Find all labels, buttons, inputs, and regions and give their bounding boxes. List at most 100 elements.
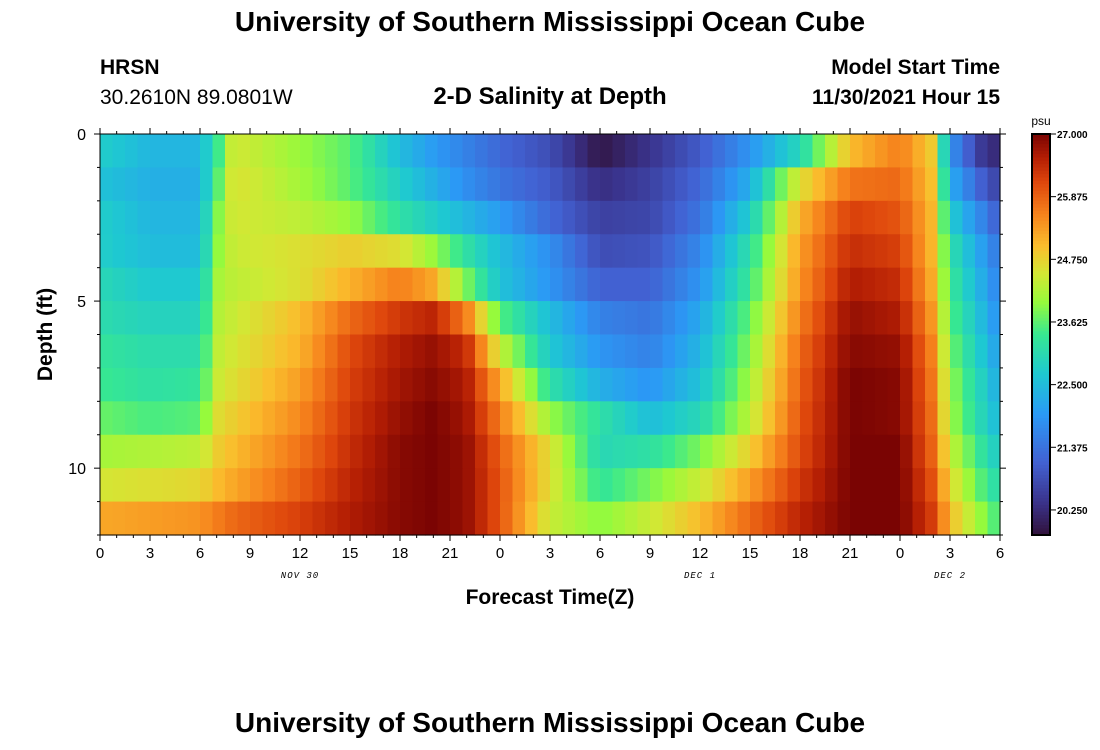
heatmap-cell bbox=[175, 267, 189, 302]
heatmap-cell bbox=[862, 267, 876, 302]
heatmap-cell bbox=[962, 434, 976, 469]
heatmap-cell bbox=[825, 301, 839, 336]
colorbar-band bbox=[1032, 157, 1050, 162]
heatmap-cell bbox=[762, 501, 776, 536]
heatmap-cell bbox=[312, 334, 326, 369]
heatmap-cell bbox=[100, 434, 114, 469]
colorbar-band bbox=[1032, 190, 1050, 195]
heatmap-cell bbox=[425, 134, 439, 169]
heatmap-cell bbox=[900, 200, 914, 235]
heatmap-cell bbox=[400, 267, 414, 302]
heatmap-cell bbox=[137, 267, 151, 302]
heatmap-cell bbox=[900, 234, 914, 269]
heatmap-cell bbox=[587, 501, 601, 536]
heatmap-cell bbox=[700, 367, 714, 402]
heatmap-cell bbox=[600, 167, 614, 202]
heatmap-cell bbox=[100, 134, 114, 169]
heatmap-cell bbox=[450, 501, 464, 536]
heatmap-cell bbox=[325, 434, 339, 469]
heatmap-cell bbox=[187, 468, 201, 503]
heatmap-cell bbox=[262, 367, 276, 402]
heatmap-cell bbox=[412, 367, 426, 402]
heatmap-cell bbox=[625, 434, 639, 469]
heatmap-cell bbox=[575, 468, 589, 503]
heatmap-cell bbox=[325, 167, 339, 202]
heatmap-cell bbox=[837, 468, 851, 503]
colorbar-unit: psu bbox=[1031, 114, 1050, 128]
heatmap-cell bbox=[500, 501, 514, 536]
y-tick-label: 10 bbox=[68, 461, 86, 478]
heatmap-cell bbox=[125, 167, 139, 202]
heatmap-cell bbox=[475, 200, 489, 235]
heatmap-cell bbox=[200, 234, 214, 269]
heatmap-cell bbox=[875, 434, 889, 469]
heatmap-cell bbox=[837, 200, 851, 235]
heatmap-cell bbox=[937, 134, 951, 169]
heatmap-cell bbox=[287, 334, 301, 369]
colorbar-band bbox=[1032, 307, 1050, 312]
heatmap-cell bbox=[975, 501, 989, 536]
heatmap-cell bbox=[375, 267, 389, 302]
heatmap-cell bbox=[862, 234, 876, 269]
heatmap-cell bbox=[425, 267, 439, 302]
heatmap-cell bbox=[475, 134, 489, 169]
heatmap-cell bbox=[737, 267, 751, 302]
colorbar-band bbox=[1032, 170, 1050, 175]
heatmap-cell bbox=[612, 267, 626, 302]
heatmap-cell bbox=[187, 167, 201, 202]
heatmap-cell bbox=[950, 401, 964, 436]
colorbar-band bbox=[1032, 321, 1050, 326]
heatmap-cell bbox=[300, 200, 314, 235]
heatmap-cell bbox=[625, 267, 639, 302]
heatmap-cell bbox=[387, 267, 401, 302]
heatmap-cell bbox=[137, 334, 151, 369]
colorbar-tick-label: 23.625 bbox=[1057, 318, 1088, 329]
colorbar-band bbox=[1032, 304, 1050, 309]
heatmap-cell bbox=[112, 434, 126, 469]
heatmap-cell bbox=[575, 501, 589, 536]
heatmap-cell bbox=[925, 134, 939, 169]
heatmap-cell bbox=[912, 134, 926, 169]
heatmap-cell bbox=[725, 134, 739, 169]
colorbar-band bbox=[1032, 401, 1050, 406]
heatmap-cell bbox=[937, 267, 951, 302]
heatmap-cell bbox=[662, 234, 676, 269]
colorbar-band bbox=[1032, 524, 1050, 529]
heatmap-cell bbox=[225, 301, 239, 336]
colorbar-band bbox=[1032, 491, 1050, 496]
heatmap-cell bbox=[812, 267, 826, 302]
heatmap-cell bbox=[837, 301, 851, 336]
heatmap-cell bbox=[412, 200, 426, 235]
heatmap-cell bbox=[775, 134, 789, 169]
heatmap-cell bbox=[412, 434, 426, 469]
heatmap-cell bbox=[700, 167, 714, 202]
heatmap-cell bbox=[675, 501, 689, 536]
heatmap-cell bbox=[637, 401, 651, 436]
heatmap-cell bbox=[850, 167, 864, 202]
date-label: DEC 2 bbox=[934, 571, 966, 581]
heatmap-cell bbox=[612, 334, 626, 369]
heatmap-cell bbox=[212, 267, 226, 302]
heatmap-cell bbox=[412, 468, 426, 503]
heatmap-cell bbox=[962, 401, 976, 436]
heatmap-cell bbox=[262, 200, 276, 235]
colorbar-band bbox=[1032, 267, 1050, 272]
heatmap-cell bbox=[987, 200, 1001, 235]
heatmap-cell bbox=[887, 434, 901, 469]
colorbar-band bbox=[1032, 471, 1050, 476]
heatmap-cell bbox=[550, 401, 564, 436]
heatmap-cell bbox=[337, 301, 351, 336]
heatmap-cell bbox=[312, 134, 326, 169]
heatmap-cell bbox=[687, 200, 701, 235]
heatmap-cell bbox=[575, 301, 589, 336]
colorbar-band bbox=[1032, 274, 1050, 279]
heatmap-cell bbox=[175, 167, 189, 202]
heatmap-cell bbox=[262, 334, 276, 369]
colorbar-band bbox=[1032, 374, 1050, 379]
colorbar-band bbox=[1032, 210, 1050, 215]
heatmap-cell bbox=[700, 301, 714, 336]
heatmap-cell bbox=[462, 234, 476, 269]
heatmap-cell bbox=[450, 301, 464, 336]
heatmap-cell bbox=[950, 200, 964, 235]
heatmap-cell bbox=[487, 334, 501, 369]
